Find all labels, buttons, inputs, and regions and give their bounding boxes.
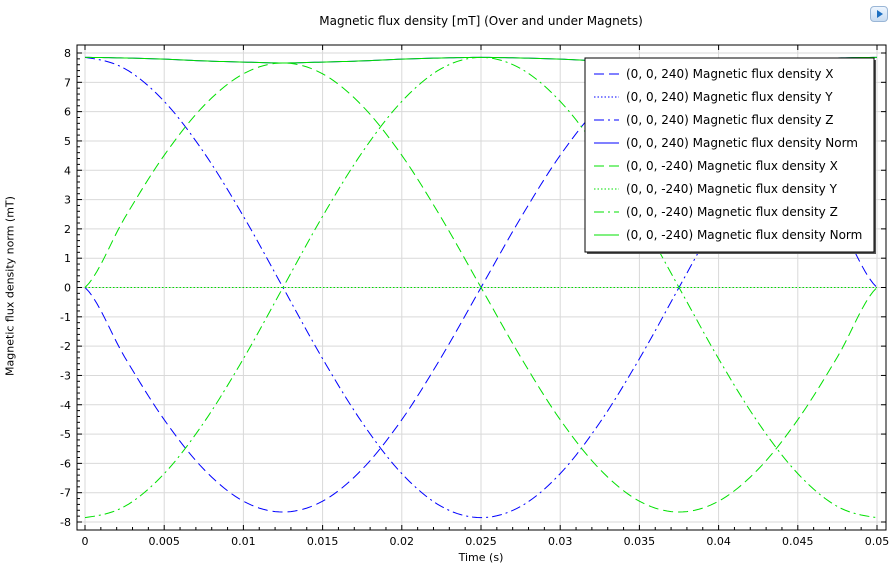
legend-entry: (0, 0, -240) Magnetic flux density X: [626, 159, 838, 173]
x-tick-label: 0.01: [231, 535, 256, 548]
x-tick-label: 0.05: [865, 535, 890, 548]
legend-entry: (0, 0, 240) Magnetic flux density X: [626, 67, 834, 81]
x-axis-label: Time (s): [458, 551, 504, 564]
legend-entry: (0, 0, -240) Magnetic flux density Y: [626, 182, 838, 196]
y-tick-label: 0: [64, 282, 71, 295]
y-tick-label: 3: [64, 194, 71, 207]
y-tick-label: 2: [64, 223, 71, 236]
play-icon[interactable]: [870, 6, 888, 22]
legend-entry: (0, 0, 240) Magnetic flux density Y: [626, 90, 833, 104]
x-tick-label: 0.035: [624, 535, 656, 548]
y-tick-label: 5: [64, 135, 71, 148]
x-tick-label: 0.015: [307, 535, 339, 548]
y-tick-label: -8: [60, 516, 71, 529]
y-tick-label: 8: [64, 47, 71, 60]
x-tick-label: 0.04: [706, 535, 731, 548]
y-tick-label: -1: [60, 311, 71, 324]
legend-entry: (0, 0, 240) Magnetic flux density Norm: [626, 136, 858, 150]
legend-entry: (0, 0, 240) Magnetic flux density Z: [626, 113, 834, 127]
y-tick-label: 1: [64, 252, 71, 265]
x-tick-label: 0.025: [465, 535, 497, 548]
y-tick-label: -3: [60, 369, 71, 382]
y-tick-label: -7: [60, 487, 71, 500]
y-tick-label: -6: [60, 457, 71, 470]
x-tick-label: 0.045: [782, 535, 814, 548]
y-tick-label: -5: [60, 428, 71, 441]
y-tick-label: -2: [60, 340, 71, 353]
x-tick-label: 0.03: [548, 535, 573, 548]
y-tick-label: 7: [64, 76, 71, 89]
x-tick-label: 0: [82, 535, 89, 548]
x-tick-label: 0.005: [148, 535, 180, 548]
x-tick-label: 0.02: [390, 535, 415, 548]
y-tick-label: 4: [64, 164, 71, 177]
plot-frame: [76, 44, 887, 531]
y-tick-label: 6: [64, 106, 71, 119]
series-line-2: [84, 56, 878, 519]
legend-entry: (0, 0, -240) Magnetic flux density Norm: [626, 228, 862, 242]
chart-title: Magnetic flux density [mT] (Over and und…: [319, 14, 643, 28]
legend-box: [584, 57, 875, 253]
y-tick-label: -4: [60, 399, 71, 412]
legend-entry: (0, 0, -240) Magnetic flux density Z: [626, 205, 838, 219]
